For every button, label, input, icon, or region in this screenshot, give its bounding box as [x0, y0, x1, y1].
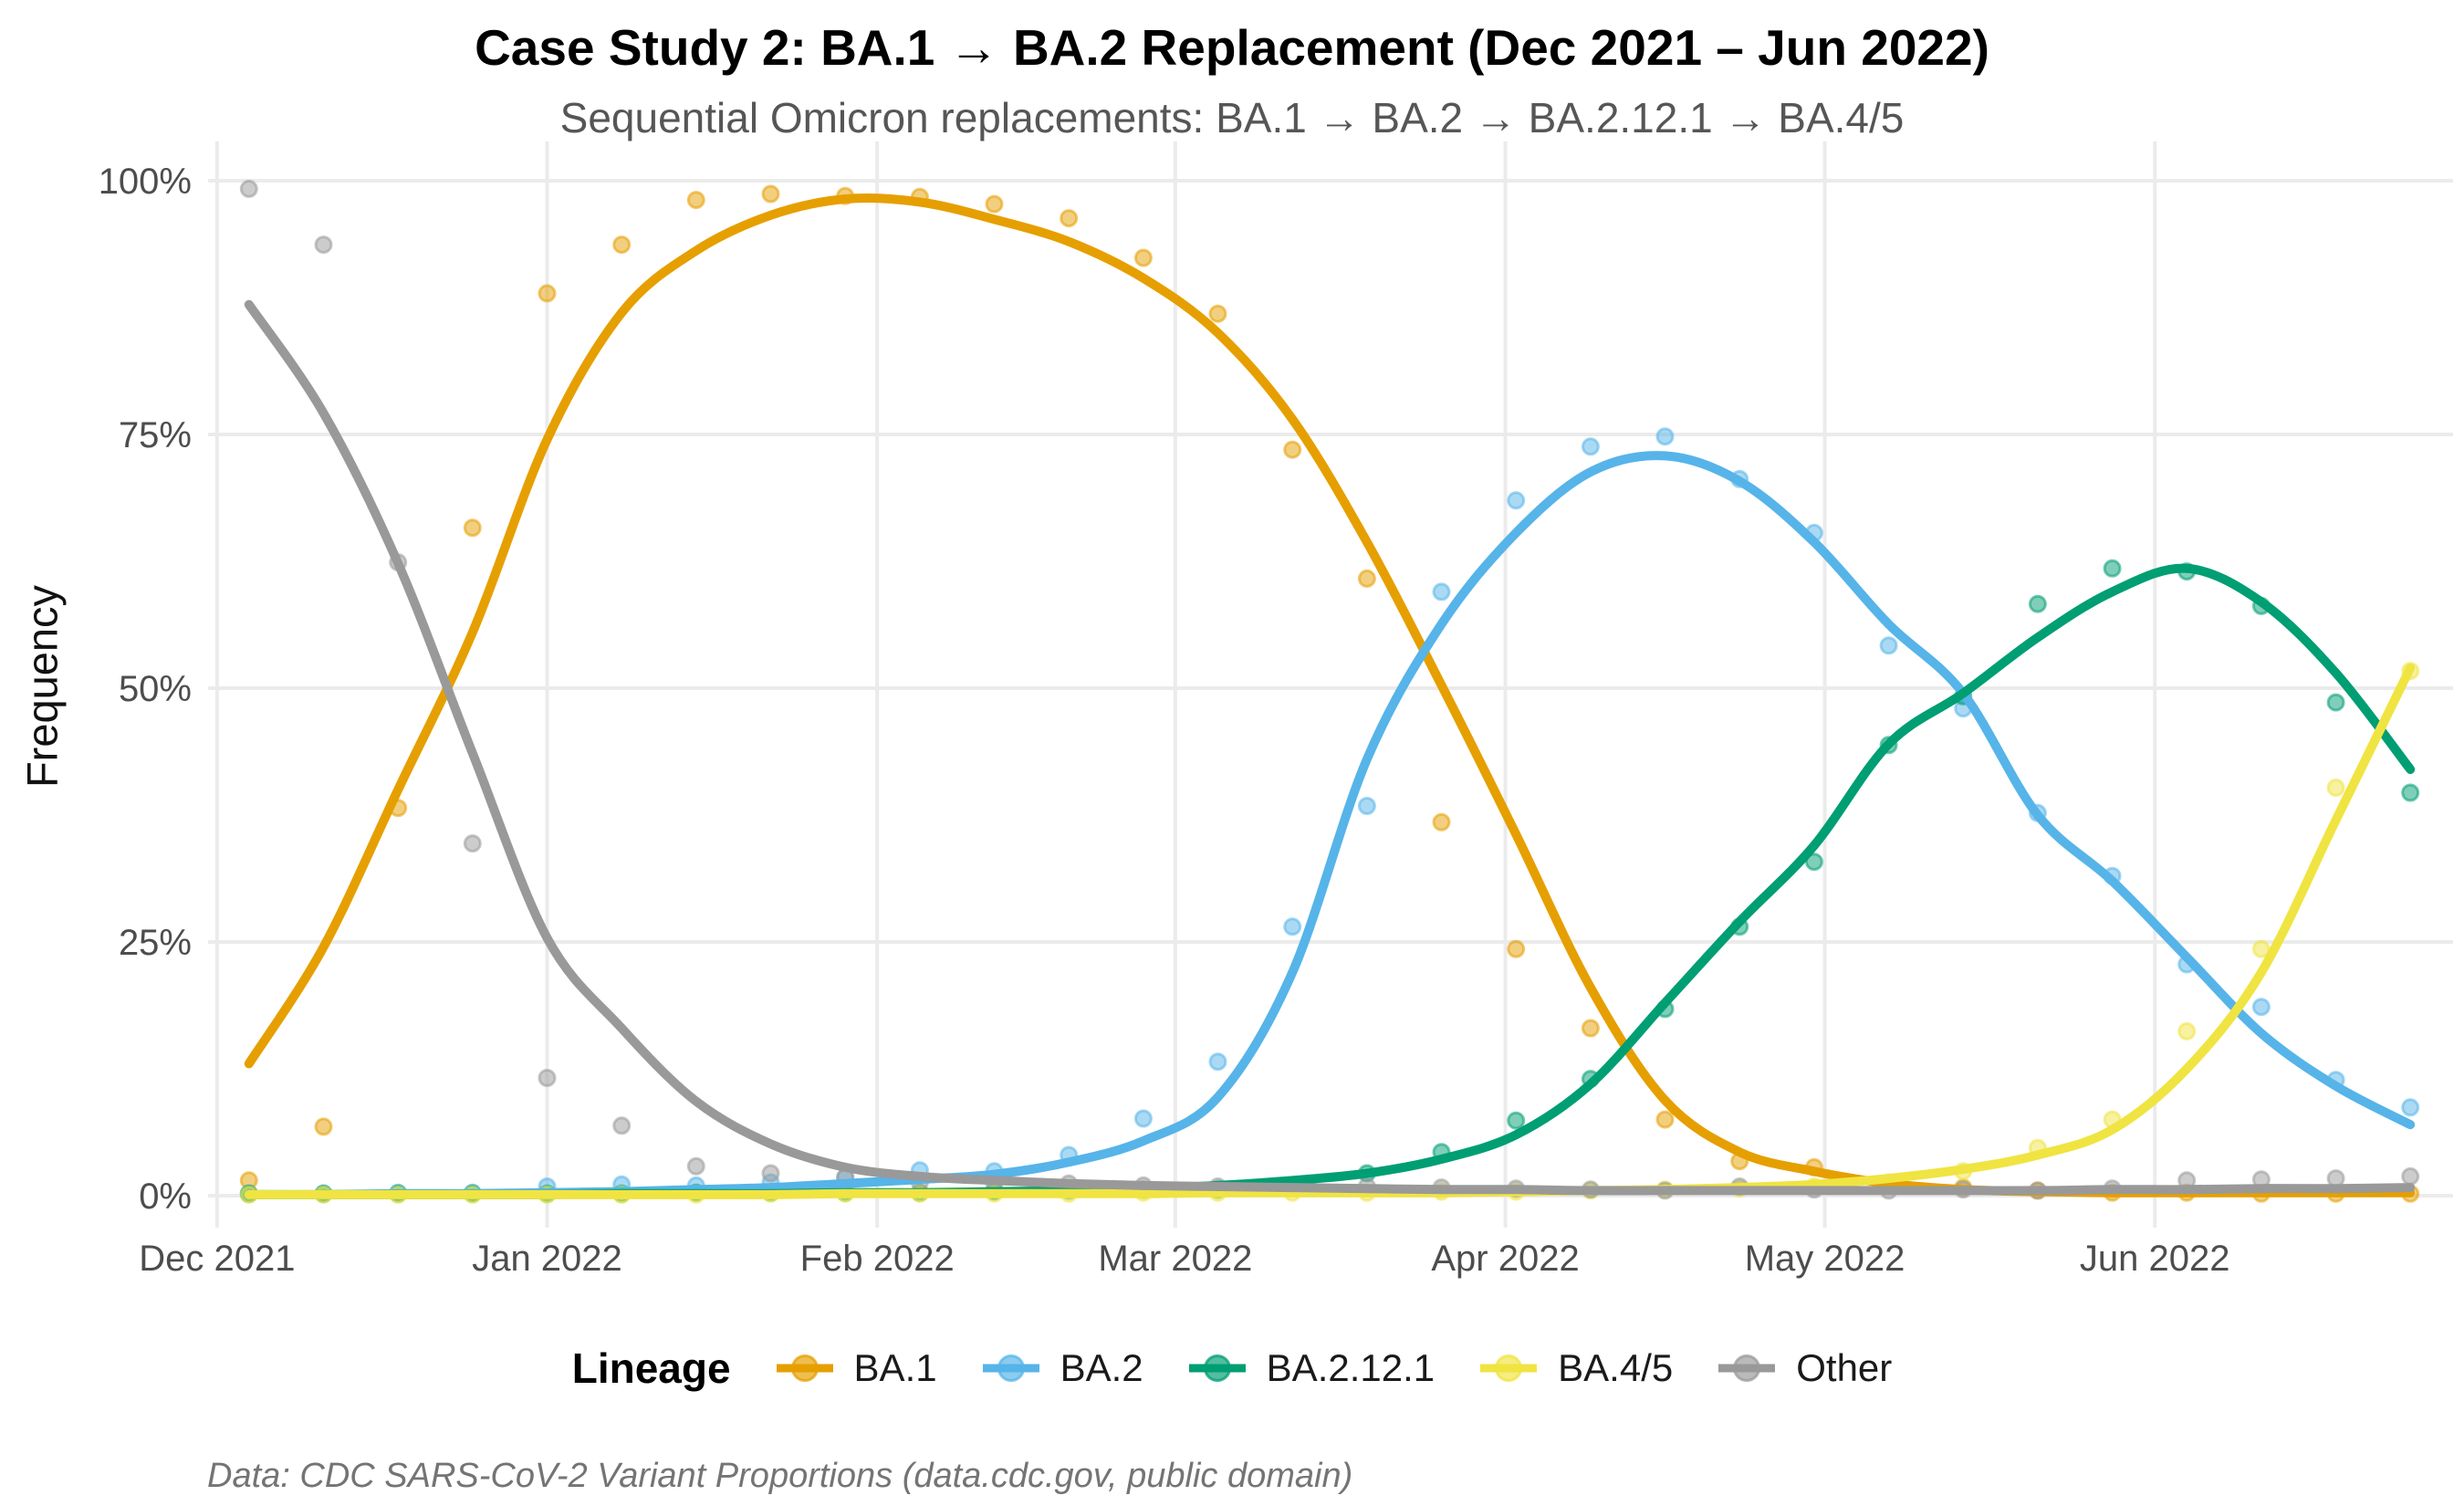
legend-key-BA.4/5 [1480, 1354, 1538, 1382]
x-tick-label-May 2022: May 2022 [1745, 1239, 1905, 1279]
legend-point-icon [1203, 1354, 1231, 1382]
trend-line-BA.4/5 [244, 663, 2416, 1199]
trend-line-BA.2.12.1 [244, 563, 2416, 1199]
series-points-BA.2 [239, 427, 2420, 1203]
x-tick-label-Jun 2022: Jun 2022 [2080, 1239, 2230, 1279]
y-tick-label-25%: 25% [119, 923, 192, 963]
x-tick-label-Dec 2021: Dec 2021 [139, 1239, 295, 1279]
point [761, 1164, 780, 1183]
axis-labels: 0% 25% 50% 75% 100% Dec 2021 Jan 2022 Feb 2022 M… [99, 162, 2230, 1279]
legend-key-BA.2 [982, 1354, 1039, 1382]
point [1655, 1110, 1675, 1129]
y-tick-label-75%: 75% [119, 415, 192, 455]
legend-item-BA.2.12.1: BA.2.12.1 [1185, 1346, 1435, 1390]
point [1208, 1052, 1227, 1072]
grid [208, 141, 2453, 1228]
point [314, 1117, 333, 1136]
point [1581, 1019, 1600, 1038]
point [538, 284, 557, 303]
point [1208, 304, 1227, 323]
point [1283, 917, 1302, 936]
x-tick-label-Mar 2022: Mar 2022 [1098, 1239, 1252, 1279]
legend-item-BA.1: BA.1 [773, 1346, 937, 1390]
caption: Data: CDC SARS-CoV-2 Variant Proportions… [207, 1457, 1353, 1495]
point [1507, 1111, 1526, 1130]
point [612, 1116, 632, 1135]
point [2028, 594, 2047, 613]
point [1879, 636, 1898, 655]
legend-title: Lineage [571, 1344, 731, 1392]
x-tick-label-Jan 2022: Jan 2022 [472, 1239, 622, 1279]
legend-label-BA.2: BA.2 [1060, 1346, 1143, 1389]
chart-subtitle: Sequential Omicron replacements: BA.1 → … [559, 94, 1905, 141]
point [538, 1069, 557, 1087]
point [985, 194, 1004, 214]
point [1357, 569, 1376, 588]
point [463, 518, 482, 538]
legend-item-BA.4/5: BA.4/5 [1477, 1346, 1673, 1390]
point [1060, 209, 1079, 228]
point [612, 235, 632, 255]
point [1133, 248, 1153, 267]
point [1357, 797, 1376, 815]
point [2177, 1021, 2197, 1041]
trend-line-Other [244, 299, 2416, 1196]
y-tick-label-100%: 100% [99, 162, 192, 202]
legend-point-icon [1733, 1354, 1761, 1382]
legend-point-icon [790, 1354, 819, 1382]
point [2401, 1098, 2420, 1117]
legend-key-Other [1718, 1354, 1776, 1382]
point [2103, 559, 2122, 578]
point [761, 184, 780, 204]
y-tick-label-0%: 0% [139, 1177, 192, 1217]
point [314, 235, 333, 255]
point [463, 834, 482, 853]
point [1432, 582, 1451, 601]
point [1283, 440, 1302, 459]
chart-title: Case Study 2: BA.1 → BA.2 Replacement (D… [475, 19, 1989, 76]
point [1507, 491, 1526, 510]
legend-label-BA.1: BA.1 [853, 1346, 937, 1389]
point [686, 191, 705, 210]
legend-key-BA.1 [776, 1354, 833, 1382]
legend-key-BA.2.12.1 [1188, 1354, 1246, 1382]
point [1581, 437, 1600, 456]
trend-line-BA.1 [244, 193, 2416, 1197]
point [2401, 1166, 2420, 1186]
series-points-BA.4/5 [239, 662, 2420, 1204]
point [239, 179, 258, 198]
y-tick-label-50%: 50% [119, 669, 192, 709]
trend-line-BA.2 [244, 451, 2416, 1199]
legend-point-icon [1495, 1354, 1523, 1382]
legend-item-BA.2: BA.2 [979, 1346, 1143, 1390]
point [1432, 812, 1451, 831]
point [2401, 783, 2420, 802]
y-axis-title: Frequency [17, 584, 67, 789]
point [2326, 779, 2345, 797]
legend-item-Other: Other [1715, 1346, 1892, 1390]
point [1655, 427, 1675, 446]
legend-point-icon [997, 1354, 1025, 1382]
legend-label-BA.4/5: BA.4/5 [1558, 1346, 1674, 1389]
point [1507, 939, 1526, 958]
point [686, 1156, 705, 1176]
legend-label-Other: Other [1796, 1346, 1893, 1389]
point [2251, 998, 2271, 1017]
point [2326, 1169, 2345, 1188]
point [2326, 693, 2345, 712]
series-points-BA.1 [239, 184, 2420, 1203]
x-tick-label-Feb 2022: Feb 2022 [800, 1239, 955, 1279]
legend: Lineage BA.1 BA.2 BA.2.12.1 BA.4/5 Other [0, 1344, 2464, 1393]
point [1133, 1109, 1153, 1128]
x-tick-label-Apr 2022: Apr 2022 [1431, 1239, 1579, 1279]
point [1804, 852, 1823, 872]
legend-label-BA.2.12.1: BA.2.12.1 [1266, 1346, 1436, 1389]
